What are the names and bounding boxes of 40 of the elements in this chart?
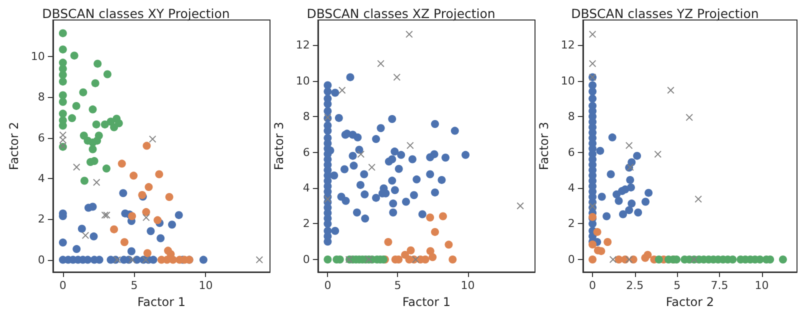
x-tick-label: 10: [198, 279, 213, 292]
y-tick-label: 8: [302, 110, 310, 124]
x-tick-label: 5: [674, 279, 681, 292]
x-tick-label: 0: [589, 279, 596, 292]
y-tick-label: 2: [38, 212, 45, 226]
y-tick-label: 6: [568, 146, 575, 159]
x-tick-label: 10: [754, 279, 769, 292]
y-tick-label: 2: [302, 217, 310, 230]
y-tick-label: 0: [38, 253, 45, 266]
y-tick-label: 0: [302, 252, 310, 266]
y-axis-title: Factor 3: [537, 122, 551, 170]
y-tick-label: 4: [38, 172, 45, 186]
y-tick-label: 4: [302, 182, 310, 194]
x-tick-label: 5: [130, 279, 138, 292]
x-tick-label: 10: [460, 279, 475, 292]
y-tick-label: 10: [560, 74, 575, 88]
x-axis-title: Factor 2: [666, 294, 714, 309]
x-tick-label: 7.5: [710, 279, 728, 292]
x-tick-label: 0: [324, 279, 332, 292]
x-axis-title: Factor 1: [137, 294, 186, 309]
chart-title: DBSCAN classes XZ Projection: [306, 6, 496, 21]
y-tick-label: 6: [38, 131, 45, 144]
y-tick-label: 10: [296, 74, 310, 88]
y-tick-label: 8: [568, 110, 575, 124]
x-tick-label: 5: [394, 279, 402, 292]
y-tick-label: 10: [30, 50, 45, 64]
y-tick-label: 0: [568, 252, 575, 266]
y-axis-title: Factor 2: [7, 122, 21, 170]
x-tick-label: 2.5: [626, 279, 644, 292]
x-axis-title: Factor 1: [402, 294, 451, 309]
chart-title: DBSCAN classes XY Projection: [42, 6, 230, 21]
y-tick-label: 2: [568, 217, 575, 230]
x-tick-label: 0: [59, 279, 66, 292]
y-axis-title: Factor 3: [272, 122, 286, 170]
y-tick-label: 4: [568, 182, 575, 194]
y-tick-label: 12: [296, 38, 310, 52]
y-tick-label: 6: [302, 146, 310, 159]
y-tick-label: 8: [38, 90, 45, 104]
y-tick-label: 12: [560, 38, 575, 52]
chart-title: DBSCAN classes YZ Projection: [571, 6, 759, 21]
